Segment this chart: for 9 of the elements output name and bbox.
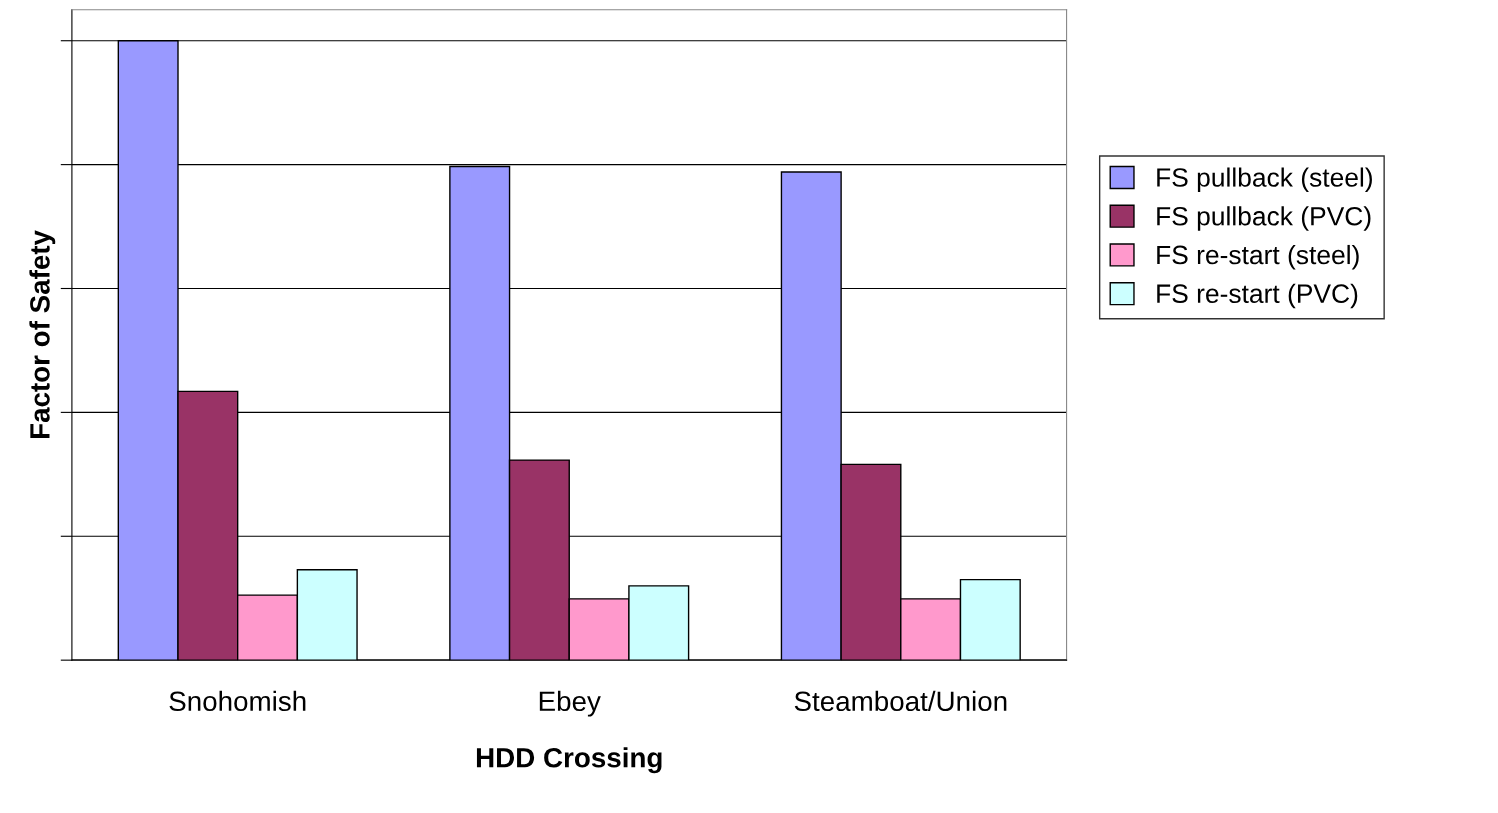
legend-label: FS pullback (steel) [1157, 167, 1372, 193]
x-tick-label: Steamboat/Union [794, 690, 1007, 712]
legend-label: FS pullback (PVC) [1157, 206, 1371, 231]
y-axis-title: Factor of Safety [29, 230, 56, 439]
legend-label: FS re-start (steel) [1157, 244, 1359, 270]
x-axis-title: HDD Crossing [476, 747, 662, 774]
x-tick-label: Snohomish [169, 690, 306, 712]
legend-label: FS re-start (PVC) [1157, 283, 1358, 309]
x-tick-label: Ebey [539, 690, 601, 717]
